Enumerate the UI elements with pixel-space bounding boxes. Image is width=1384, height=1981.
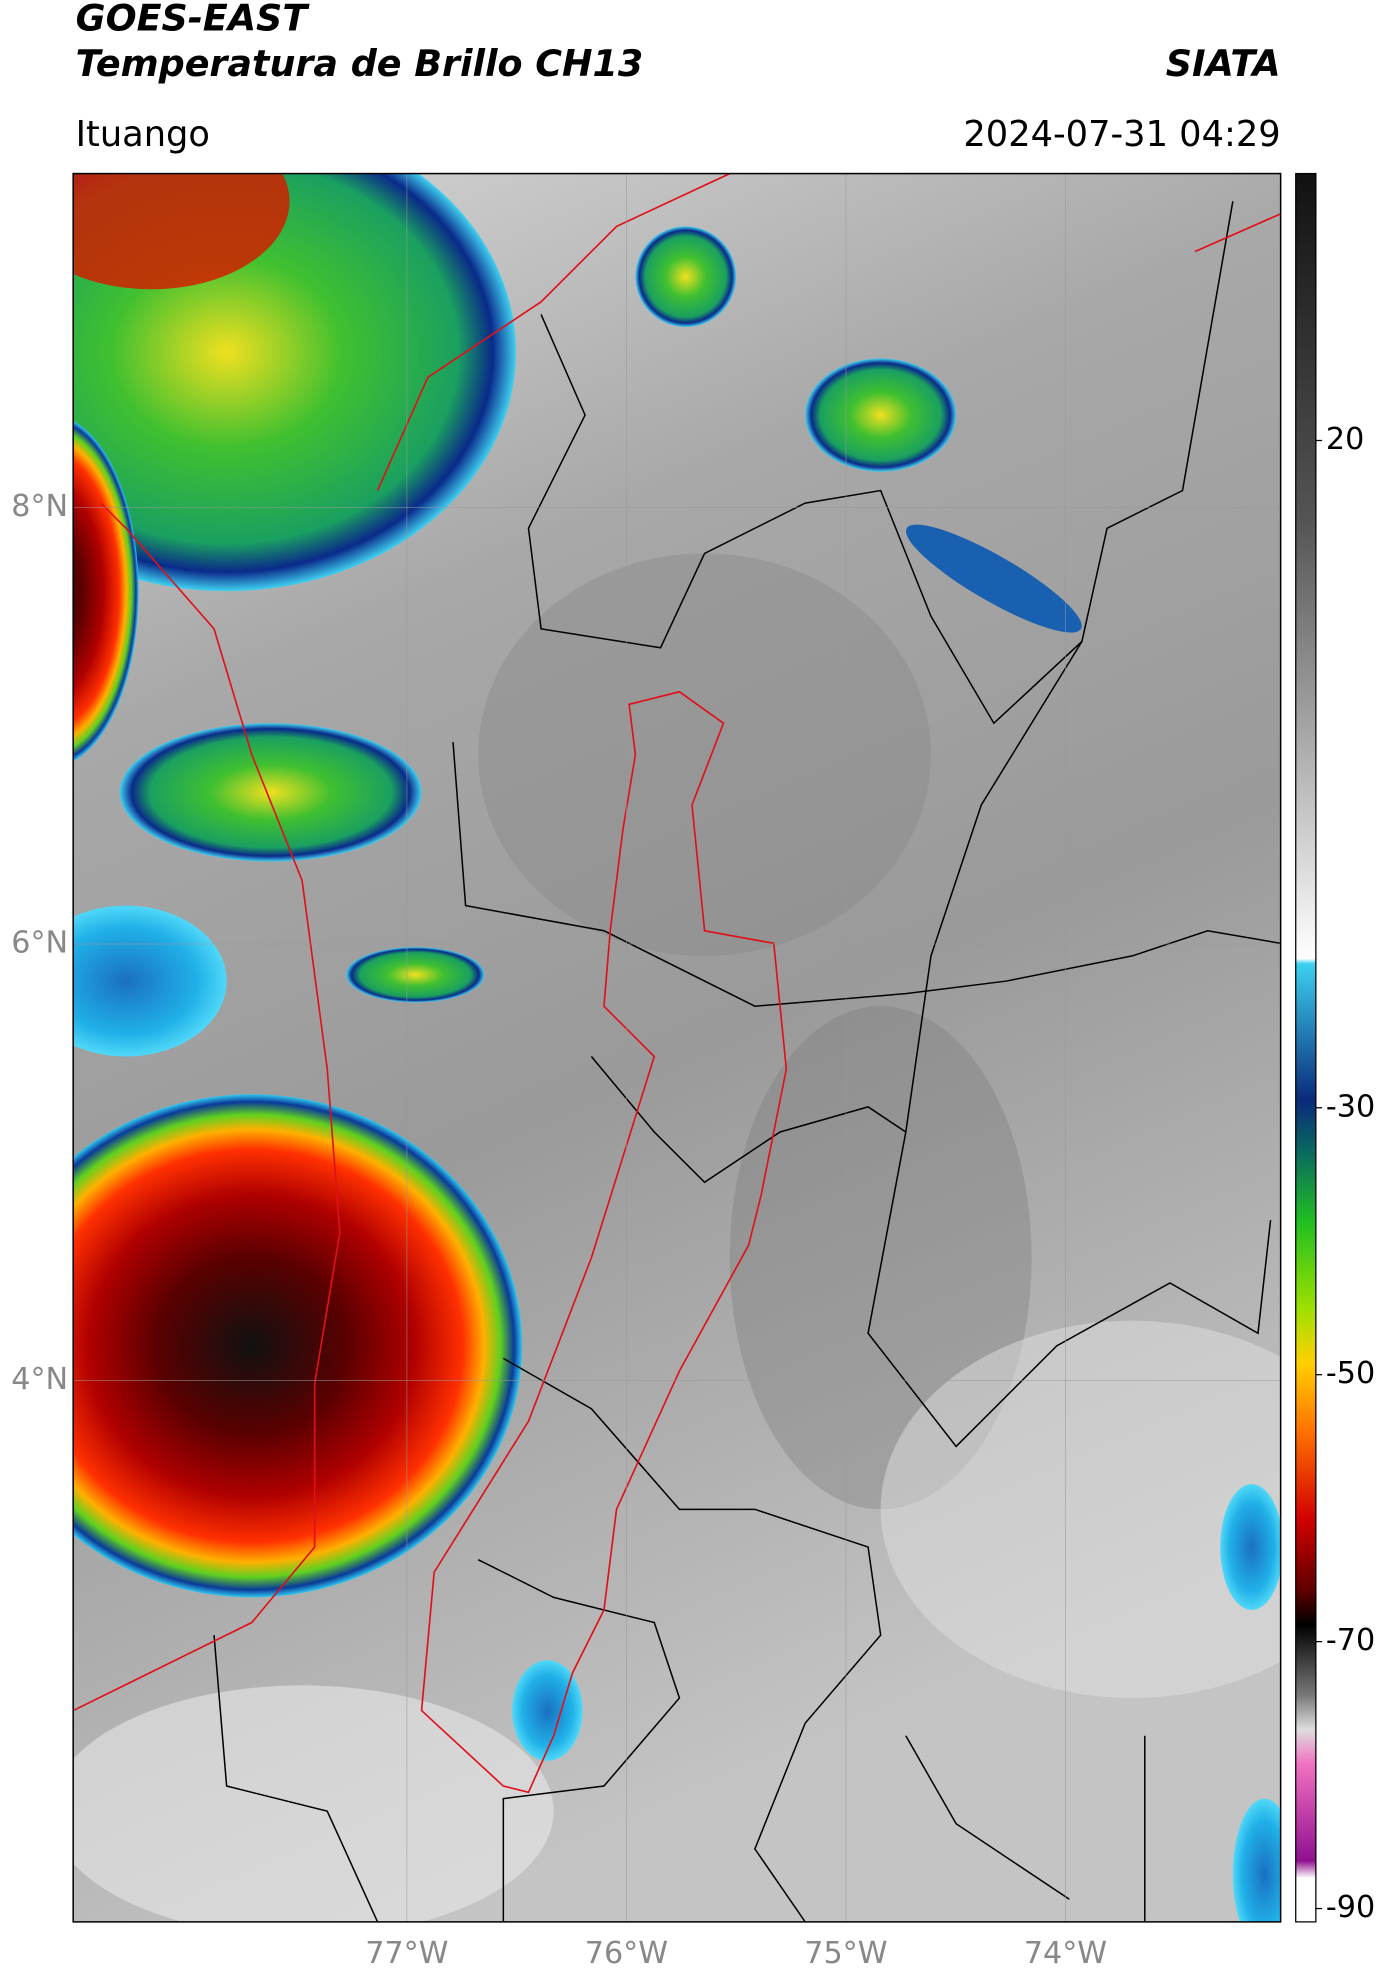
subtitle: Temperatura de Brillo CH13 — [76, 42, 644, 85]
grid — [73, 173, 1281, 1922]
colorbar-tick-label: -50 — [1326, 1356, 1375, 1391]
map-frame — [72, 172, 1282, 1923]
x-tick-label: 77°W — [365, 1936, 448, 1971]
colorbar-tick-label: -70 — [1326, 1623, 1375, 1658]
location: Ituango — [76, 114, 210, 155]
y-tick-label: 8°N — [11, 489, 68, 524]
colorbar — [1295, 172, 1317, 1923]
colorbar-tick-label: -90 — [1326, 1890, 1375, 1925]
satellite-image — [73, 173, 1281, 1922]
colorbar-tick-label: -30 — [1326, 1089, 1375, 1124]
y-tick-label: 4°N — [11, 1362, 68, 1397]
title: GOES-EAST — [76, 0, 311, 40]
datetime: 2024-07-31 04:29 — [963, 114, 1280, 155]
colorbar-tick-label: 20 — [1326, 422, 1364, 457]
y-tick-label: 6°N — [11, 926, 68, 961]
x-tick-label: 74°W — [1024, 1936, 1107, 1971]
x-tick-label: 75°W — [804, 1936, 887, 1971]
brand: SIATA — [1166, 42, 1281, 85]
x-tick-label: 76°W — [585, 1936, 668, 1971]
